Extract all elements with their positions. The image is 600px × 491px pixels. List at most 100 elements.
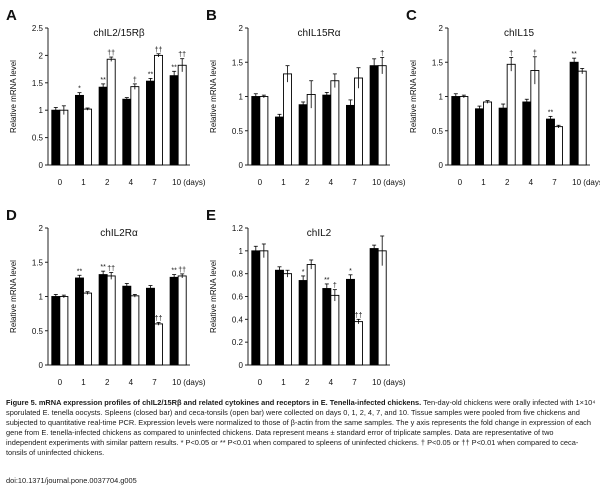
- chart-a-significance-mark: ††: [107, 50, 115, 57]
- chart-d-bar-cecatonsil: [106, 275, 116, 366]
- chart-a-xtick-label: 4: [129, 178, 134, 187]
- chart-a-bar-spleen: [122, 98, 132, 166]
- chart-d-xtick-label: 10 (days): [172, 378, 206, 387]
- chart-a-bar-spleen: [146, 80, 155, 166]
- chart-e-xtick-label: 4: [329, 378, 334, 387]
- chart-e-bar-cecatonsil: [306, 264, 316, 366]
- chart-d-bar-spleen: [75, 277, 84, 366]
- chart-d-bar-spleen: [98, 274, 108, 366]
- chart-d-ytick-label: 0.5: [32, 327, 44, 336]
- chart-b-bar-spleen: [298, 104, 308, 166]
- chart-e-title: chIL2: [307, 228, 332, 239]
- chart-a-significance-mark: *: [78, 86, 81, 93]
- chart-b-xtick-label: 1: [281, 178, 286, 187]
- chart-d-ytick-label: 0: [39, 361, 44, 370]
- chart-a-ytick-label: 0: [39, 161, 44, 170]
- chart-e-bar-cecatonsil: [283, 273, 292, 366]
- chart-e-significance-mark: ††: [355, 312, 363, 319]
- chart-c-bar-cecatonsil: [577, 70, 587, 166]
- caption-title: Figure 5. mRNA expression profiles of ch…: [6, 398, 422, 407]
- chart-c-title: chIL15: [504, 28, 534, 39]
- chart-d-xtick-label: 0: [58, 378, 63, 387]
- chart-b-bar-spleen: [251, 96, 261, 166]
- chart-e-bar-cecatonsil: [354, 321, 363, 366]
- chart-b-bar-spleen: [346, 104, 355, 166]
- chart-c-ytick-label: 1: [439, 93, 444, 102]
- chart-d-xtick-label: 4: [129, 378, 134, 387]
- chart-e-bar-cecatonsil: [377, 250, 387, 366]
- chart-d-ytick-label: 2: [39, 224, 44, 233]
- chart-e-ytick-label: 0.6: [232, 293, 244, 302]
- chart-e-xtick-label: 2: [305, 378, 310, 387]
- chart-d-title: chIL2Rα: [100, 228, 138, 239]
- chart-b-ytick-label: 2: [239, 24, 244, 33]
- chart-c-bar-cecatonsil: [554, 126, 563, 166]
- chart-c-ylabel: Relative mRNA level: [409, 60, 418, 133]
- chart-e-bar-cecatonsil: [259, 250, 269, 366]
- chart-e-xtick-label: 0: [258, 378, 263, 387]
- chart-a-bar-cecatonsil: [130, 86, 140, 166]
- chart-d-bar-spleen: [51, 296, 61, 366]
- chart-c-significance-mark: **: [548, 109, 554, 116]
- chart-c-ytick-label: 0: [439, 161, 444, 170]
- chart-b-bar-cecatonsil: [330, 80, 340, 166]
- chart-a-significance-mark: **: [148, 71, 154, 78]
- chart-e-xtick-label: 1: [281, 378, 286, 387]
- chart-b-xtick-label: 4: [329, 178, 334, 187]
- chart-d-ytick-label: 1.5: [32, 258, 44, 267]
- chart-a-bar-cecatonsil: [59, 109, 69, 166]
- chart-a-panel-letter: A: [6, 7, 17, 24]
- figure-caption: Figure 5. mRNA expression profiles of ch…: [6, 398, 596, 458]
- chart-e-bar-spleen: [346, 278, 355, 366]
- chart-c-bar-cecatonsil: [459, 96, 469, 166]
- chart-c-significance-mark: †: [509, 50, 513, 57]
- chart-b-xtick-label: 7: [352, 178, 357, 187]
- chart-e-significance-mark: †: [333, 283, 337, 290]
- chart-e-ytick-label: 1.2: [232, 224, 244, 233]
- chart-c-bar-cecatonsil: [506, 63, 516, 166]
- chart-a-bar-spleen: [75, 94, 84, 166]
- chart-b-bar-cecatonsil: [259, 96, 269, 166]
- chart-e-bar-spleen: [369, 248, 379, 366]
- chart-b-bar-spleen: [322, 94, 332, 166]
- caption-body: Ten-day-old chickens were orally infecte…: [6, 398, 596, 457]
- chart-d-significance-mark: **: [171, 268, 177, 275]
- chart-b-ytick-label: 0.5: [232, 127, 244, 136]
- chart-d-bar-cecatonsil: [154, 323, 163, 366]
- chart-c-xtick-label: 10 (days): [572, 178, 600, 187]
- chart-c-bar-spleen: [498, 107, 508, 166]
- chart-c-significance-mark: **: [571, 51, 577, 58]
- chart-a-bar-spleen: [98, 86, 108, 166]
- chart-a-bar-cecatonsil: [154, 54, 163, 166]
- chart-e-ylabel: Relative mRNA level: [209, 260, 218, 333]
- chart-d-ytick-label: 1: [39, 293, 44, 302]
- chart-c-bar-spleen: [475, 108, 484, 166]
- chart-d-significance-mark: ††: [178, 267, 186, 274]
- chart-a-ytick-label: 1.5: [32, 79, 44, 88]
- chart-d-significance-mark: ††: [107, 266, 115, 273]
- chart-c-xtick-label: 1: [481, 178, 486, 187]
- chart-a-ytick-label: 0.5: [32, 134, 44, 143]
- chart-a-xtick-label: 10 (days): [172, 178, 206, 187]
- chart-d-bar-spleen: [169, 276, 179, 366]
- chart-a-ylabel: Relative mRNA level: [9, 60, 18, 133]
- chart-a-xtick-label: 1: [81, 178, 86, 187]
- chart-b-ylabel: Relative mRNA level: [209, 60, 218, 133]
- chart-d-significance-mark: ††: [155, 316, 163, 323]
- chart-e-ytick-label: 0.8: [232, 270, 244, 279]
- chart-e-bar-spleen: [275, 269, 284, 366]
- chart-c-xtick-label: 7: [552, 178, 557, 187]
- chart-a-bar-cecatonsil: [177, 64, 187, 166]
- chart-d-panel-letter: D: [6, 207, 17, 224]
- chart-d-xtick-label: 7: [152, 378, 157, 387]
- chart-b-title: chIL15Rα: [297, 28, 340, 39]
- chart-c-ytick-label: 1.5: [432, 58, 444, 67]
- chart-e-xtick-label: 7: [352, 378, 357, 387]
- chart-d-bar-cecatonsil: [130, 295, 140, 366]
- chart-c-bar-spleen: [546, 118, 555, 166]
- chart-b-bar-spleen: [275, 116, 284, 166]
